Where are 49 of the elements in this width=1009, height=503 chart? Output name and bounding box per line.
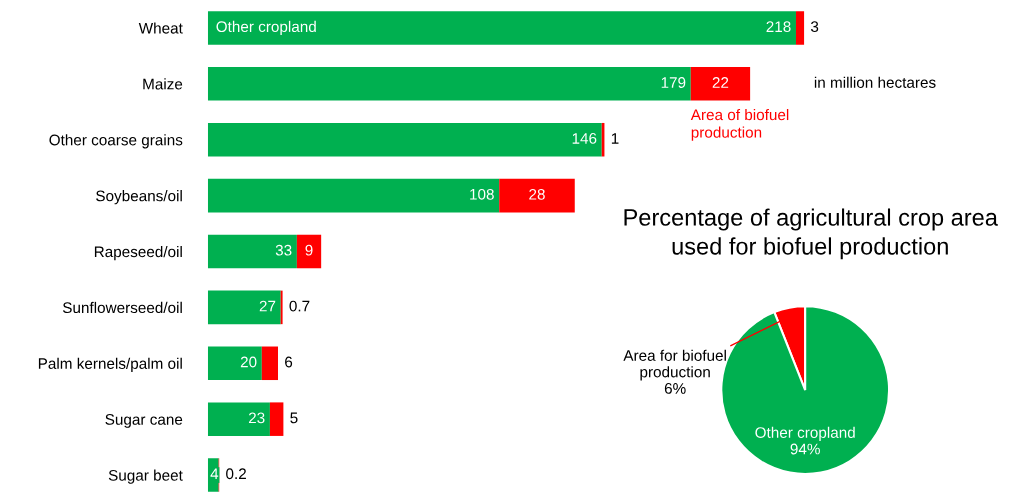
y-tick-label: Rapeseed/oil xyxy=(94,245,182,261)
data-label: 0.2 xyxy=(226,468,246,480)
y-tick-label: Other coarse grains xyxy=(49,134,183,149)
series-label: Other cropland xyxy=(216,20,316,36)
y-tick-label: Maize xyxy=(143,78,183,90)
data-label: 9 xyxy=(305,244,313,256)
bar xyxy=(207,290,281,325)
bar xyxy=(207,178,500,213)
y-tick-label: Sugar beet xyxy=(108,469,183,484)
chart-title: Percentage of agricultural crop area used for biofuel production xyxy=(624,208,998,260)
y-tick-label: Palm kernels/palm oil xyxy=(38,357,182,372)
y-tick-label: Sunflowerseed/oil xyxy=(62,301,182,314)
bar xyxy=(207,122,602,157)
data-label: 94% xyxy=(790,443,820,455)
bar xyxy=(690,67,751,101)
data-label: 0.7 xyxy=(289,300,310,312)
data-label: 20 xyxy=(240,356,257,368)
data-label: 33 xyxy=(275,244,292,256)
series-label: Area of biofuel production xyxy=(690,108,789,141)
data-label: 6% xyxy=(664,383,686,394)
bar xyxy=(269,402,284,436)
data-label: 6 xyxy=(285,356,293,368)
bar xyxy=(207,402,270,436)
bar xyxy=(207,67,691,101)
bar xyxy=(207,234,297,269)
bar xyxy=(207,11,796,45)
data-label: 23 xyxy=(248,412,265,424)
y-tick-label: Soybeans/oil xyxy=(96,190,182,205)
y-tick-label: Wheat xyxy=(138,22,183,34)
data-label: 22 xyxy=(712,77,729,88)
data-label: 3 xyxy=(810,21,819,33)
data-label: 27 xyxy=(259,300,276,312)
bar xyxy=(296,234,322,269)
slice-label: Other cropland xyxy=(755,426,855,441)
data-label: 218 xyxy=(766,21,791,33)
data-label: 4 xyxy=(210,468,219,480)
y-tick-label: Sugar cane xyxy=(105,414,183,428)
bar xyxy=(207,346,262,381)
data-label: 28 xyxy=(529,188,545,200)
text: in million hectares xyxy=(814,76,936,88)
data-label: 179 xyxy=(661,77,686,88)
slice-label: Area for biofuel production xyxy=(623,349,726,381)
data-label: 5 xyxy=(290,412,298,424)
data-label: 1 xyxy=(611,133,619,144)
data-label: 108 xyxy=(470,188,494,200)
bar xyxy=(499,178,575,213)
bar xyxy=(795,11,805,45)
bar xyxy=(261,346,278,381)
data-label: 146 xyxy=(572,133,597,144)
